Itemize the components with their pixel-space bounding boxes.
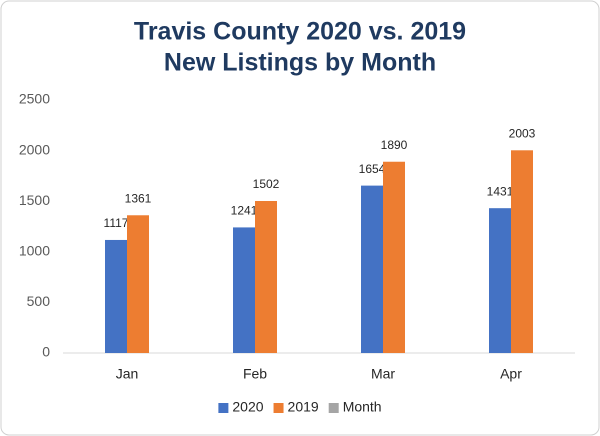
y-tick-label: 1500: [19, 192, 50, 208]
legend-swatch: [218, 403, 229, 413]
x-tick-label: Apr: [500, 366, 522, 382]
legend-label: 2020: [232, 399, 263, 415]
bar: [127, 215, 149, 353]
bar: [105, 239, 127, 353]
legend-swatch: [328, 403, 339, 413]
x-tick-label: Jan: [116, 366, 139, 382]
y-tick-label: 500: [27, 293, 51, 309]
y-tick-label: 0: [42, 344, 50, 360]
chart-title: Travis County 2020 vs. 2019: [134, 18, 466, 46]
legend-label: 2019: [288, 399, 319, 415]
value-label: 1502: [253, 177, 280, 191]
bar: [255, 200, 277, 353]
x-tick-label: Feb: [243, 366, 267, 382]
value-label: 1361: [125, 191, 152, 205]
legend-swatch: [273, 403, 284, 413]
bar: [489, 208, 511, 353]
bar: [233, 227, 255, 353]
bar: [361, 185, 383, 353]
chart-subtitle: New Listings by Month: [164, 49, 436, 77]
y-tick-label: 2000: [19, 141, 50, 157]
value-label: 1890: [381, 138, 408, 152]
value-label: 1117: [104, 216, 129, 230]
value-label: 2003: [509, 126, 536, 140]
y-tick-label: 1000: [19, 243, 50, 259]
bar: [383, 161, 405, 353]
value-label: 1431: [487, 184, 514, 198]
value-label: 1241: [231, 204, 258, 218]
x-tick-label: Mar: [371, 366, 395, 382]
value-label: 1654: [359, 162, 386, 176]
bar: [511, 150, 533, 353]
y-tick-label: 2500: [19, 91, 50, 107]
legend-label: Month: [343, 399, 382, 415]
